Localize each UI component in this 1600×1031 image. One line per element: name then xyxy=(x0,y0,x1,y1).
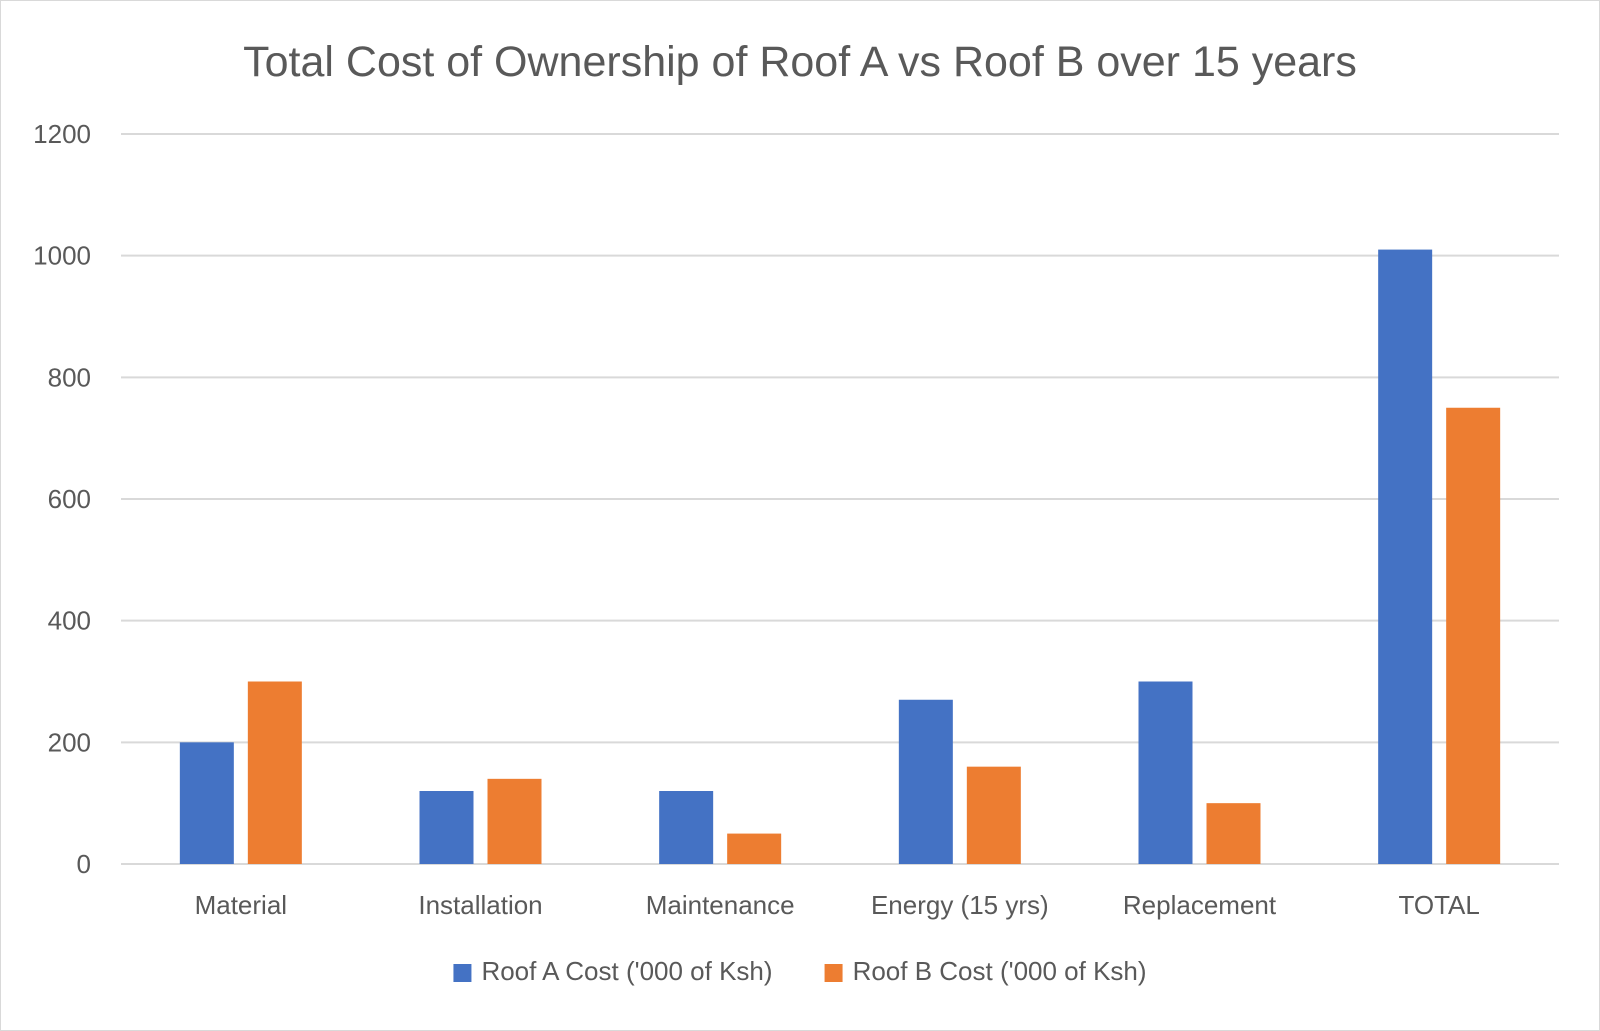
x-tick-label: Maintenance xyxy=(646,890,795,920)
bar-roof-b-replacement xyxy=(1206,803,1261,864)
bar-roof-a-replacement xyxy=(1138,681,1193,864)
legend-label: Roof B Cost ('000 of Ksh) xyxy=(853,956,1147,986)
y-tick-label: 200 xyxy=(48,727,91,757)
x-tick-label: TOTAL xyxy=(1398,890,1479,920)
y-tick-label: 800 xyxy=(48,362,91,392)
y-tick-label: 400 xyxy=(48,606,91,636)
x-tick-label: Energy (15 yrs) xyxy=(871,890,1049,920)
bar-roof-b-material xyxy=(247,681,302,864)
bar-roof-b-maintenance xyxy=(727,833,782,864)
bar-roof-a-maintenance xyxy=(659,791,714,864)
bar-roof-b-total xyxy=(1446,407,1501,864)
bar-roof-a-total xyxy=(1378,249,1433,865)
y-axis-tick-labels: 0 200 400 600 800 1000 1200 xyxy=(33,119,91,879)
bar-roof-a-installation xyxy=(419,791,474,864)
chart-title: Total Cost of Ownership of Roof A vs Roo… xyxy=(243,38,1357,86)
x-axis-tick-labels: Material Installation Maintenance Energy (1… xyxy=(195,890,1480,920)
legend: Roof A Cost ('000 of Ksh) Roof B Cost ('0… xyxy=(453,956,1147,986)
gridlines xyxy=(121,133,1559,865)
legend-label: Roof A Cost ('000 of Ksh) xyxy=(481,956,772,986)
bar-roof-a-material xyxy=(179,742,234,864)
legend-swatch xyxy=(453,964,472,982)
bars xyxy=(179,249,1501,865)
x-tick-label: Installation xyxy=(418,890,542,920)
legend-swatch xyxy=(824,964,843,982)
y-tick-label: 1000 xyxy=(33,241,91,271)
x-tick-label: Replacement xyxy=(1123,890,1277,920)
bar-roof-a-energy-15-yrs xyxy=(898,699,953,864)
bar-roof-b-energy-15-yrs xyxy=(966,766,1021,864)
legend-item-roof-b: Roof B Cost ('000 of Ksh) xyxy=(824,956,1147,986)
y-tick-label: 1200 xyxy=(33,119,91,149)
bar-roof-b-installation xyxy=(487,778,542,864)
legend-item-roof-a: Roof A Cost ('000 of Ksh) xyxy=(453,956,773,986)
x-tick-label: Material xyxy=(195,890,287,920)
y-tick-label: 0 xyxy=(77,849,91,879)
y-tick-label: 600 xyxy=(48,484,91,514)
